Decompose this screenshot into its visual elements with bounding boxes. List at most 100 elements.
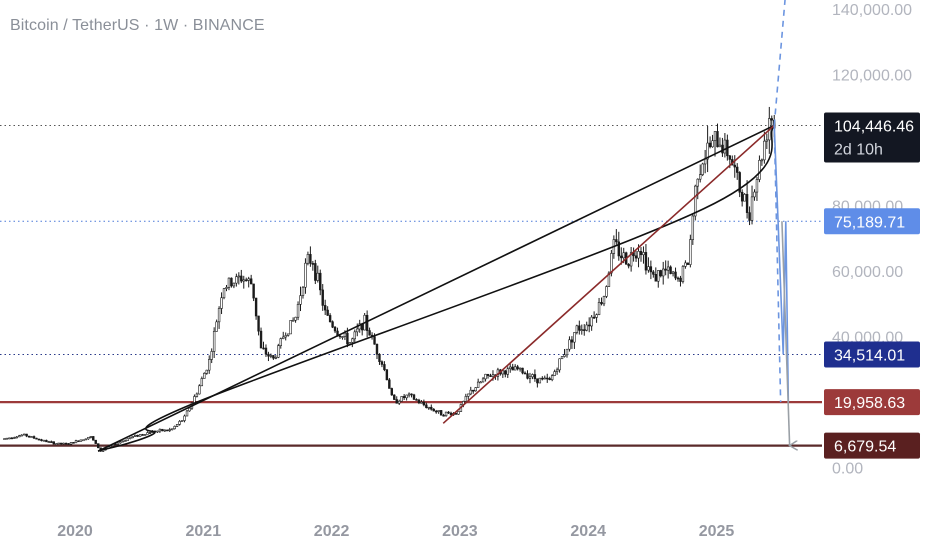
candle-body <box>474 387 477 392</box>
candle-body <box>560 356 564 360</box>
candle-body <box>328 315 332 323</box>
candle-body <box>227 277 231 288</box>
candle-body <box>491 374 495 377</box>
candle-body <box>388 379 391 389</box>
candle-body <box>171 428 174 431</box>
candle-body <box>326 309 329 316</box>
candle-body <box>417 399 421 404</box>
candle-body <box>531 374 534 378</box>
candle-body <box>750 196 754 221</box>
candle-body <box>286 333 290 336</box>
candle-body <box>627 264 630 267</box>
candle-body <box>168 429 171 431</box>
candle-body <box>69 442 73 445</box>
candle-body <box>649 266 653 273</box>
candle-body <box>694 185 697 217</box>
label-current-price-countdown: 2d 10h <box>834 141 883 158</box>
candle-body <box>383 364 386 370</box>
candle-body <box>442 414 445 417</box>
candle-body <box>143 434 147 436</box>
candle-body <box>333 326 337 332</box>
candle-body <box>254 297 258 317</box>
candle-body <box>639 250 643 256</box>
x-tick-label: 2025 <box>699 523 735 540</box>
candle-body <box>35 437 38 440</box>
candle-body <box>215 321 218 332</box>
candle-body <box>249 278 253 285</box>
candle-body <box>114 443 117 446</box>
label-34514-bg <box>824 341 920 368</box>
candle-body <box>558 358 561 371</box>
candle-body <box>728 155 732 160</box>
candle-body <box>479 381 482 384</box>
candle-body <box>185 410 189 417</box>
candle-body <box>267 353 270 357</box>
candle-body <box>45 439 48 443</box>
candle-body <box>240 275 243 282</box>
candle-body <box>447 411 450 414</box>
candle-body <box>657 270 660 282</box>
candle-body <box>59 442 63 445</box>
candle-body <box>385 369 389 381</box>
candle-body <box>521 367 524 374</box>
candle-body <box>585 324 588 331</box>
candle-body <box>138 434 142 437</box>
price-labels: 104,446.46 2d 10h 75,189.71 34,514.01 19,958… <box>824 112 920 459</box>
candle-body <box>161 428 164 432</box>
candle-body <box>647 266 650 271</box>
candle-body <box>671 271 675 274</box>
candle-body <box>272 355 275 359</box>
label-current-price: 104,446.46 <box>834 118 914 135</box>
label-75189: 75,189.71 <box>834 214 905 231</box>
candle-body <box>546 377 549 380</box>
candle-body <box>509 366 512 370</box>
candle-body <box>652 271 655 275</box>
candle-body <box>526 373 529 379</box>
x-axis: 2020 2021 2022 2023 2024 2025 <box>57 523 734 540</box>
candle-body <box>259 330 263 349</box>
candle-body <box>718 144 722 148</box>
candle-body <box>484 373 487 380</box>
candle-body <box>27 435 31 438</box>
candle-body <box>116 442 120 445</box>
candle-body <box>235 276 238 284</box>
candle-body <box>642 252 645 256</box>
candle-body <box>553 371 556 376</box>
candle-body <box>457 411 460 415</box>
candle-body <box>563 354 566 357</box>
candle-body <box>555 369 559 372</box>
symbol-title: Bitcoin / TetherUS · 1W · BINANCE <box>10 17 265 34</box>
candle-body <box>319 272 322 291</box>
candle-body <box>131 436 134 438</box>
candle-body <box>156 430 159 433</box>
candle-body <box>763 140 766 161</box>
candle-body <box>721 144 724 154</box>
candle-body <box>393 394 396 400</box>
candle-body <box>343 332 347 337</box>
candle-body <box>696 178 699 187</box>
candle-body <box>481 378 485 383</box>
candle-body <box>42 439 46 442</box>
candle-body <box>346 332 349 345</box>
label-current-price-bg <box>824 112 920 163</box>
candle-body <box>511 366 514 371</box>
candle-body <box>427 406 431 409</box>
candle-body <box>550 375 554 381</box>
y-tick-label: 140,000.00 <box>832 2 912 19</box>
candle-body <box>454 413 458 415</box>
candle-body <box>765 139 769 142</box>
candle-body <box>578 325 581 331</box>
candle-body <box>439 410 443 416</box>
candle-body <box>136 434 139 437</box>
candle-body <box>659 270 662 277</box>
candle-body <box>311 263 315 265</box>
candle-body <box>87 436 90 440</box>
candle-body <box>679 277 682 282</box>
candle-body <box>745 194 749 213</box>
candle-body <box>32 436 36 439</box>
candles <box>3 106 776 452</box>
candle-body <box>84 438 88 441</box>
candle-body <box>398 400 401 404</box>
